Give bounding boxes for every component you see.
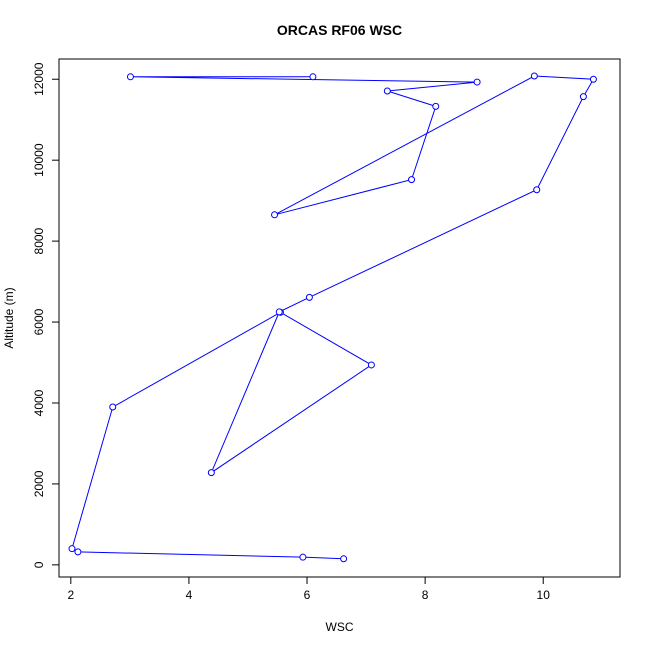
data-point — [589, 75, 597, 83]
data-point — [309, 73, 317, 81]
data-point — [74, 548, 82, 556]
x-tick-label: 6 — [304, 588, 311, 602]
y-tick-label: 12000 — [32, 62, 46, 96]
x-tick-label: 8 — [422, 588, 429, 602]
series-line — [71, 75, 595, 560]
y-tick-label: 0 — [32, 561, 46, 568]
data-point — [383, 87, 391, 95]
data-point — [275, 308, 283, 316]
data-point — [367, 361, 375, 369]
data-point — [340, 555, 348, 563]
y-tick-label: 4000 — [32, 389, 46, 416]
y-tick-label: 2000 — [32, 470, 46, 497]
y-tick-label: 8000 — [32, 227, 46, 254]
data-point — [109, 403, 117, 411]
data-point — [408, 176, 416, 184]
data-point — [432, 102, 440, 110]
data-point — [271, 211, 279, 219]
data-point — [533, 186, 541, 194]
y-axis: 0 2000 4000 6000 8000 10000 12000 — [32, 62, 60, 568]
x-tick-label: 10 — [537, 588, 551, 602]
data-point — [579, 93, 587, 101]
data-point — [207, 469, 215, 477]
data-point — [473, 78, 481, 86]
x-axis: 2 4 6 8 10 — [67, 576, 551, 602]
x-axis-label: WSC — [326, 620, 354, 634]
data-point — [126, 73, 134, 81]
data-point — [299, 553, 307, 561]
data-point — [68, 545, 76, 553]
y-axis-label: Altitude (m) — [2, 287, 16, 348]
series-group — [68, 72, 597, 563]
chart-title: ORCAS RF06 WSC — [277, 22, 402, 38]
x-tick-label: 4 — [186, 588, 193, 602]
y-tick-label: 10000 — [32, 143, 46, 177]
y-tick-label: 6000 — [32, 308, 46, 335]
x-tick-label: 2 — [67, 588, 74, 602]
data-point — [305, 293, 313, 301]
plot-frame — [58, 58, 621, 578]
data-point — [530, 72, 538, 80]
